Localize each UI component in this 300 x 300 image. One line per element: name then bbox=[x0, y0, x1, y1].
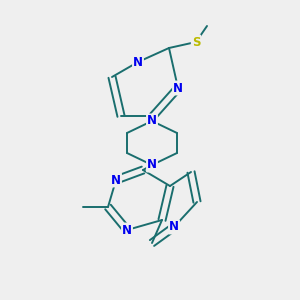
Text: N: N bbox=[122, 224, 132, 236]
Text: S: S bbox=[192, 35, 200, 49]
Text: N: N bbox=[133, 56, 143, 68]
Text: N: N bbox=[169, 220, 179, 233]
Text: N: N bbox=[111, 173, 121, 187]
Text: N: N bbox=[147, 158, 157, 172]
Text: N: N bbox=[147, 115, 157, 128]
Text: N: N bbox=[173, 82, 183, 94]
